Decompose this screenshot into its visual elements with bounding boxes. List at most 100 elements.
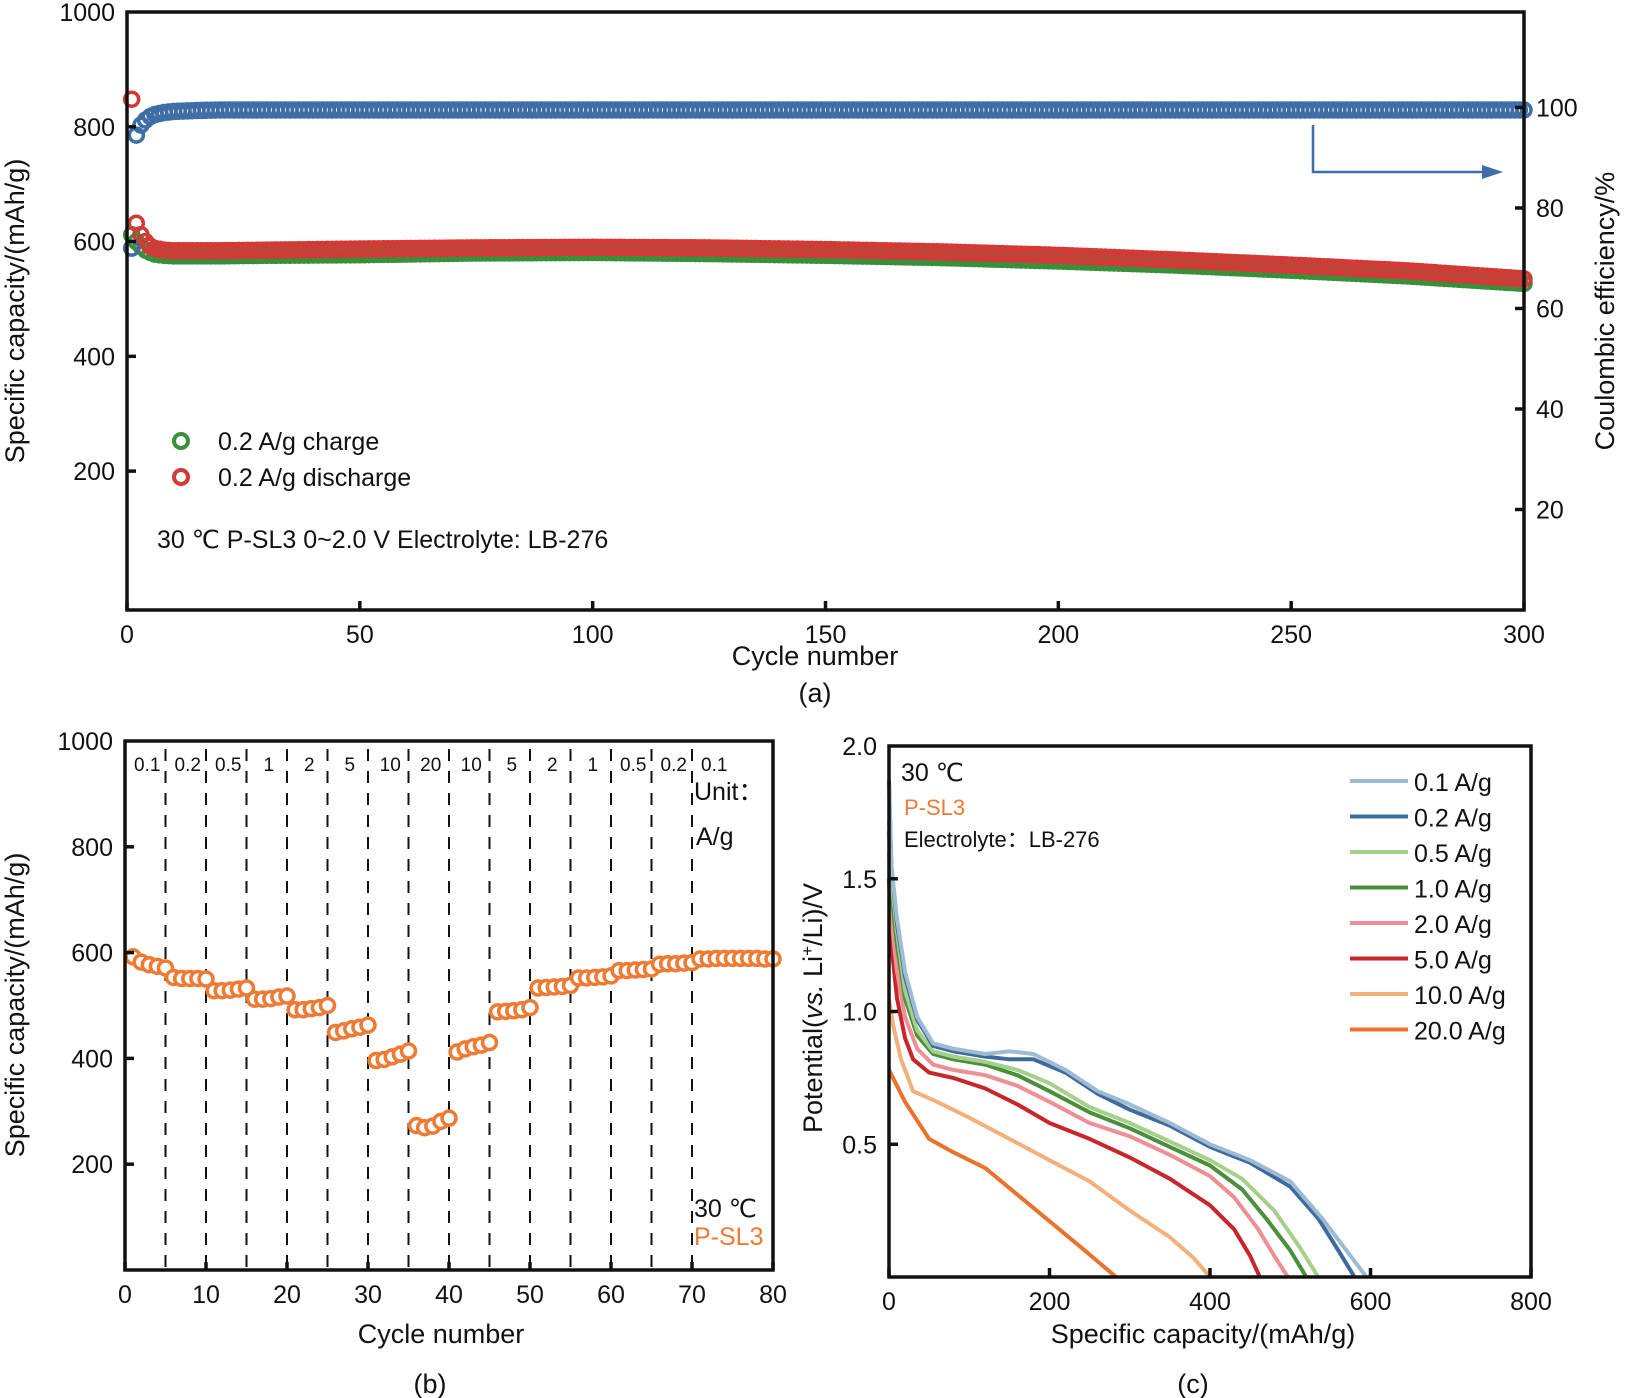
right-axis-arrow	[1311, 125, 1503, 179]
x-tick-label: 70	[678, 1281, 706, 1309]
ylabel-italic: vs.	[798, 984, 828, 1019]
panel-b-y-axis-title: Specific capacity/(mAh/g)	[0, 853, 30, 1158]
panel-a-annotation: 30 ℃ P-SL3 0~2.0 V Electrolyte: LB-276	[157, 526, 608, 554]
series-line-0-1-a-g	[887, 785, 1369, 1279]
series-line-10-0-a-g	[887, 997, 1212, 1279]
y-tick-label: 600	[73, 229, 115, 257]
rate-label: 0.1	[134, 755, 160, 776]
data-point	[237, 979, 256, 997]
y-tick-label: 1000	[57, 728, 113, 756]
y-tick-label: 400	[73, 343, 115, 371]
panel-b-sample-label: P-SL3	[694, 1223, 763, 1251]
panel-c-legend: 0.1 A/g 0.2 A/g 0.5 A/g 1.0 A/g 2.0 A/g 5.0 A…	[1350, 769, 1506, 1046]
panel-b-unit-value: A/g	[696, 823, 734, 851]
rate-label: 0.2	[175, 755, 201, 776]
panel-c-electrolyte-label: Electrolyte：LB-276	[904, 827, 1100, 852]
y-tick-label: 400	[71, 1045, 113, 1073]
y2-tick-label: 40	[1536, 396, 1564, 424]
panel-c-x-axis-title: Specific capacity/(mAh/g)	[1051, 1319, 1356, 1349]
rate-label: 5	[506, 755, 517, 776]
data-point	[197, 970, 215, 988]
y2-tick-label: 60	[1536, 295, 1564, 323]
arrow-shaft	[1311, 125, 1490, 174]
rate-label: 0.5	[620, 755, 646, 776]
x-tick-label: 50	[346, 621, 374, 649]
legend-label: 20.0 A/g	[1414, 1018, 1506, 1046]
panel-b-x-ticks: 0 10 20 30 40 50 60 70 80	[118, 1262, 787, 1309]
legend-label: 0.2 A/g	[1414, 805, 1492, 833]
panel-a-plot-area	[122, 90, 1533, 293]
data-point	[480, 1033, 499, 1052]
y-tick-label: 800	[73, 114, 115, 142]
series-line-5-0-a-g	[887, 878, 1262, 1278]
ylabel-sup: +	[798, 946, 817, 956]
x-tick-label: 0	[120, 621, 134, 649]
rate-label: 20	[420, 755, 441, 776]
x-tick-label: 0	[118, 1281, 132, 1309]
rate-label: 0.1	[701, 755, 727, 776]
x-tick-label: 80	[759, 1281, 787, 1309]
ylabel-prefix: Potential(	[798, 1019, 828, 1133]
panel-a-x-ticks: 0 50 100 150 200 250 300	[120, 601, 1545, 649]
legend-label: 1.0 A/g	[1414, 876, 1492, 904]
legend-marker-charge	[172, 432, 190, 450]
y-tick-label: 1.5	[842, 866, 877, 894]
y-tick-label: 600	[71, 940, 113, 968]
panel-c-y-axis-title: Potential(vs. Li+/Li)/V	[798, 883, 829, 1133]
y-tick-label: 800	[71, 834, 113, 862]
data-point	[521, 998, 539, 1017]
x-tick-label: 200	[1037, 621, 1079, 649]
panel-a-y2-ticks: 20 40 60 80 100	[1515, 94, 1578, 524]
panel-b-label: (b)	[414, 1369, 447, 1398]
x-tick-label: 10	[192, 1281, 220, 1309]
y-tick-label: 200	[73, 458, 115, 486]
rate-label: 2	[304, 755, 315, 776]
panel-c-y-ticks: 0.5 1.0 1.5 2.0	[842, 733, 898, 1159]
x-tick-label: 40	[435, 1281, 463, 1309]
data-point	[399, 1042, 418, 1060]
legend-marker-discharge	[172, 468, 190, 486]
rate-label: 1	[263, 755, 274, 776]
legend-label: 5.0 A/g	[1414, 947, 1492, 975]
x-tick-label: 800	[1510, 1288, 1552, 1316]
y2-tick-label: 80	[1536, 195, 1564, 223]
legend-label: 2.0 A/g	[1414, 911, 1492, 939]
y-tick-label: 0.5	[842, 1131, 877, 1159]
panel-a-x-axis-title: Cycle number	[732, 641, 899, 671]
panel-b-y-ticks: 200 400 600 800 1000	[57, 728, 134, 1179]
panel-a: 0 50 100 150 200 250 300 200 400 600 800 1000 20 40…	[0, 0, 1620, 708]
series-line-2-0-a-g	[887, 852, 1290, 1279]
panel-b-rate-labels: 0.1 0.2 0.5 1 2 5 10 20 10 5 2 1 0.5 0.2 0.1	[134, 755, 727, 776]
ylabel-mid: Li	[798, 956, 828, 985]
x-tick-label: 50	[516, 1281, 544, 1309]
y-tick-label: 1.0	[842, 999, 877, 1027]
panel-b-x-axis-title: Cycle number	[358, 1319, 525, 1349]
panel-c-x-ticks: 0 200 400 600 800	[882, 1268, 1552, 1316]
panel-c-temp-label: 30 ℃	[901, 759, 964, 787]
panel-a-y-axis-title: Specific capacity/(mAh/g)	[0, 159, 30, 464]
panel-b-rate-dividers	[164, 749, 693, 1270]
x-tick-label: 600	[1350, 1288, 1392, 1316]
y-tick-label: 2.0	[842, 733, 877, 761]
panel-a-label: (a)	[799, 678, 832, 708]
rate-label: 0.2	[661, 755, 687, 776]
legend-label: 0.1 A/g	[1414, 769, 1492, 797]
panel-b-temp-label: 30 ℃	[694, 1195, 757, 1223]
legend-label-charge: 0.2 A/g charge	[218, 428, 379, 456]
x-tick-label: 30	[354, 1281, 382, 1309]
y-tick-label: 200	[71, 1151, 113, 1179]
x-tick-label: 150	[805, 621, 847, 649]
x-tick-label: 300	[1503, 621, 1545, 649]
arrow-head-icon	[1482, 165, 1503, 179]
y-tick-label: 1000	[59, 0, 115, 27]
rate-label: 2	[547, 755, 558, 776]
rate-label: 5	[344, 755, 355, 776]
rate-label: 0.5	[215, 755, 241, 776]
series-coulombic-efficiency	[122, 101, 1533, 257]
x-tick-label: 0	[882, 1288, 896, 1316]
x-tick-label: 20	[273, 1281, 301, 1309]
panel-c: 0 200 400 600 800 0.5 1.0 1.5 2.0 30 ℃ P-SL3 El…	[798, 733, 1552, 1398]
legend-label: 10.0 A/g	[1414, 982, 1506, 1010]
data-point	[318, 996, 337, 1015]
x-tick-label: 100	[572, 621, 614, 649]
